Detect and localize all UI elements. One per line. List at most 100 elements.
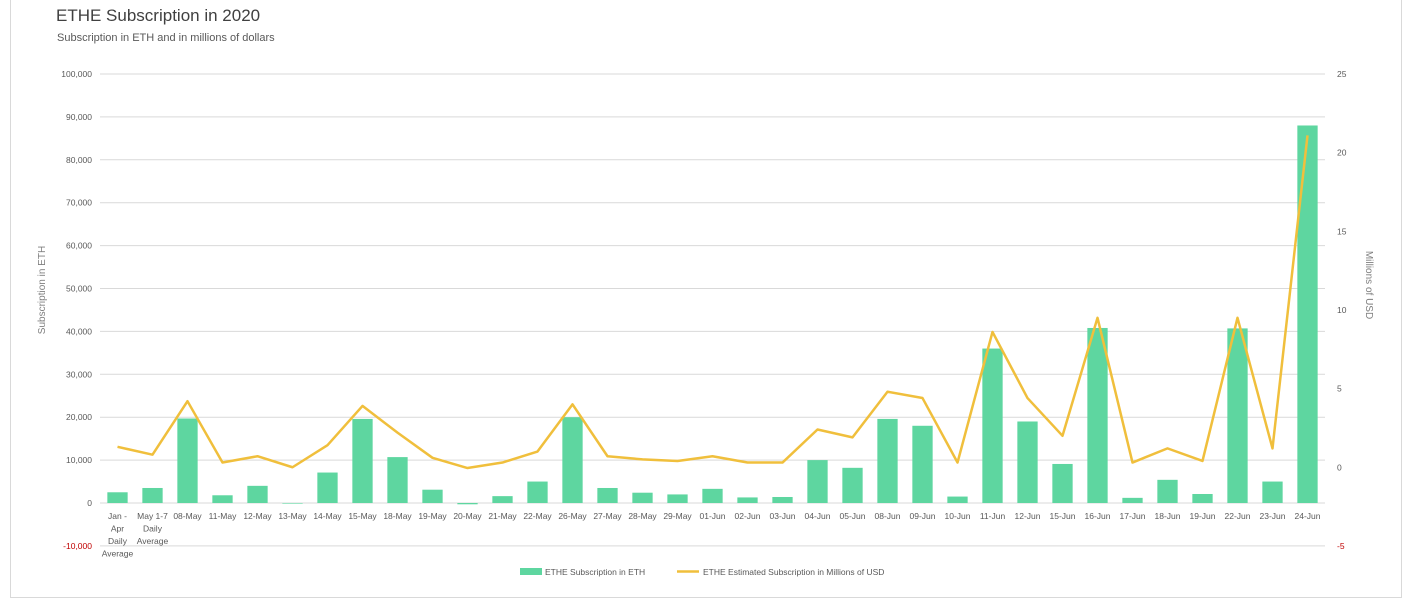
x-tick-label: 28-May [628, 511, 657, 521]
x-tick-label: 27-May [593, 511, 622, 521]
x-tick-label: 11-May [209, 511, 237, 521]
bar [912, 425, 933, 503]
x-tick-label: 15-Jun [1050, 511, 1076, 521]
y2-tick-label: 5 [1337, 384, 1342, 394]
bar [632, 492, 653, 503]
x-tick-label: 12-Jun [1015, 511, 1041, 521]
bar [457, 503, 478, 505]
y-tick-label: 20,000 [66, 412, 92, 422]
bar [1192, 493, 1213, 503]
y-tick-label: 10,000 [66, 455, 92, 465]
bar [142, 487, 163, 503]
gridlines [100, 73, 1325, 547]
x-tick-label: 12-May [243, 511, 272, 521]
x-tick-label: 05-Jun [840, 511, 866, 521]
y-tick-label: 60,000 [66, 241, 92, 251]
x-tick-label: 16-Jun [1085, 511, 1111, 521]
y-tick-label: -10,000 [63, 541, 92, 551]
x-tick-label: Daily [108, 536, 128, 546]
y2-tick-label: 0 [1337, 462, 1342, 472]
bar [107, 492, 128, 503]
bar [177, 418, 198, 503]
bar [1052, 463, 1073, 503]
x-tick-label: 29-May [663, 511, 692, 521]
y2-tick-label: 10 [1337, 305, 1347, 315]
y-tick-label: 30,000 [66, 369, 92, 379]
x-tick-label: Average [137, 536, 169, 546]
bar [1297, 125, 1318, 503]
bar [597, 487, 618, 503]
x-tick-label: 22-Jun [1225, 511, 1251, 521]
x-tick-label: 15-May [348, 511, 377, 521]
x-tick-label: 01-Jun [700, 511, 726, 521]
x-tick-label: 11-Jun [980, 511, 1006, 521]
bar [772, 496, 793, 503]
bar [877, 418, 898, 503]
y-tick-label: 80,000 [66, 155, 92, 165]
y-tick-label: 0 [87, 498, 92, 508]
y2-axis-label: Millions of USD [1363, 251, 1374, 319]
x-tick-label: 19-May [418, 511, 447, 521]
bar [1227, 328, 1248, 503]
x-tick-label: 03-Jun [770, 511, 796, 521]
axes: -10,000 0 10,000 20,000 30,000 40,000 50,000 60… [61, 69, 1346, 559]
bar [247, 485, 268, 503]
bar [982, 348, 1003, 503]
x-tick-label: 24-Jun [1295, 511, 1321, 521]
line-path [117, 135, 1309, 470]
legend-bar-label: ETHE Subscription in ETH [545, 567, 645, 577]
x-tick-label: 10-Jun [945, 511, 971, 521]
x-tick-label: 13-May [278, 511, 307, 521]
x-tick-label: 08-May [173, 511, 202, 521]
x-tick-label: May 1-7 [137, 511, 168, 521]
bar [702, 488, 723, 503]
x-tick-label: 04-Jun [805, 511, 831, 521]
bar [282, 503, 303, 504]
bar [352, 418, 373, 503]
bar [737, 497, 758, 503]
bar [842, 467, 863, 503]
y-tick-label: 70,000 [66, 198, 92, 208]
bar [1017, 421, 1038, 503]
y2-tick-label: 15 [1337, 226, 1347, 236]
x-tick-label: 02-Jun [735, 511, 761, 521]
x-tick-label: 26-May [558, 511, 587, 521]
bar [422, 489, 443, 503]
x-tick-label: 19-Jun [1190, 511, 1216, 521]
x-tick-label: Average [102, 549, 134, 559]
legend-bar-swatch [520, 568, 542, 575]
chart-subtitle: Subscription in ETH and in millions of d… [57, 32, 275, 44]
x-tick-label: 20-May [453, 511, 482, 521]
x-tick-label: 18-Jun [1155, 511, 1181, 521]
bar [492, 496, 513, 503]
legend: ETHE Subscription in ETH ETHE Estimated … [520, 567, 884, 577]
x-tick-label: 08-Jun [875, 511, 901, 521]
line-series [117, 135, 1309, 470]
bar [317, 472, 338, 503]
x-tick-label: Apr [111, 524, 124, 534]
x-tick-label: 18-May [383, 511, 412, 521]
y2-tick-label: -5 [1337, 541, 1345, 551]
legend-line-label: ETHE Estimated Subscription in Millions … [703, 567, 884, 577]
bar [387, 457, 408, 503]
x-tick-label: 09-Jun [910, 511, 936, 521]
y2-tick-label: 20 [1337, 148, 1347, 158]
bar [667, 494, 688, 503]
x-tick-label: 17-Jun [1120, 511, 1146, 521]
bar [212, 495, 233, 503]
x-tick-label: 23-Jun [1260, 511, 1286, 521]
y-tick-label: 40,000 [66, 326, 92, 336]
x-tick-label: Jan - [108, 511, 127, 521]
x-tick-label: Daily [143, 524, 163, 534]
chart-title: ETHE Subscription in 2020 [56, 6, 261, 25]
y-tick-label: 100,000 [61, 69, 92, 79]
y-tick-label: 50,000 [66, 284, 92, 294]
bar [527, 481, 548, 503]
bar [807, 460, 828, 503]
bar [1262, 481, 1283, 503]
bar [1157, 479, 1178, 503]
y2-tick-label: 25 [1337, 69, 1347, 79]
bar [947, 496, 968, 503]
bar [1122, 497, 1143, 503]
